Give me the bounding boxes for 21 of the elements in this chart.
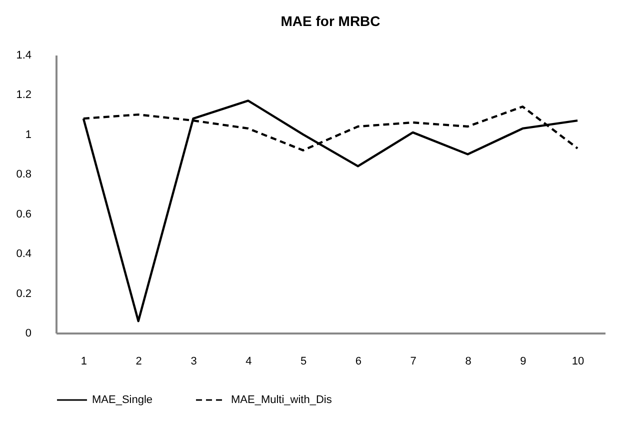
legend-label: MAE_Single [92, 394, 153, 406]
x-tick-label: 7 [410, 356, 416, 368]
y-tick-label: 1 [25, 128, 32, 141]
x-tick-label: 6 [355, 356, 362, 368]
x-tick-label: 10 [572, 356, 584, 368]
y-tick-label: 0.8 [16, 168, 32, 181]
y-tick-label: 1.4 [16, 50, 32, 62]
x-tick-label: 9 [520, 356, 526, 368]
legend-label: MAE_Multi_with_Dis [231, 394, 332, 406]
y-tick-label: 1.2 [16, 89, 32, 102]
x-tick-label: 3 [190, 356, 197, 368]
x-tick-label: 1 [80, 356, 88, 368]
x-tick-label: 4 [246, 356, 252, 368]
y-tick-label: 0.6 [16, 208, 32, 220]
x-tick-label: 2 [136, 356, 142, 368]
y-tick-label: 0.4 [16, 248, 32, 260]
chart-title: MAE for MRBC [280, 13, 380, 29]
y-tick-label: 0 [25, 328, 32, 340]
x-tick-label: 8 [465, 356, 472, 368]
y-tick-label: 0.2 [16, 288, 32, 300]
x-tick-label: 5 [300, 356, 307, 368]
